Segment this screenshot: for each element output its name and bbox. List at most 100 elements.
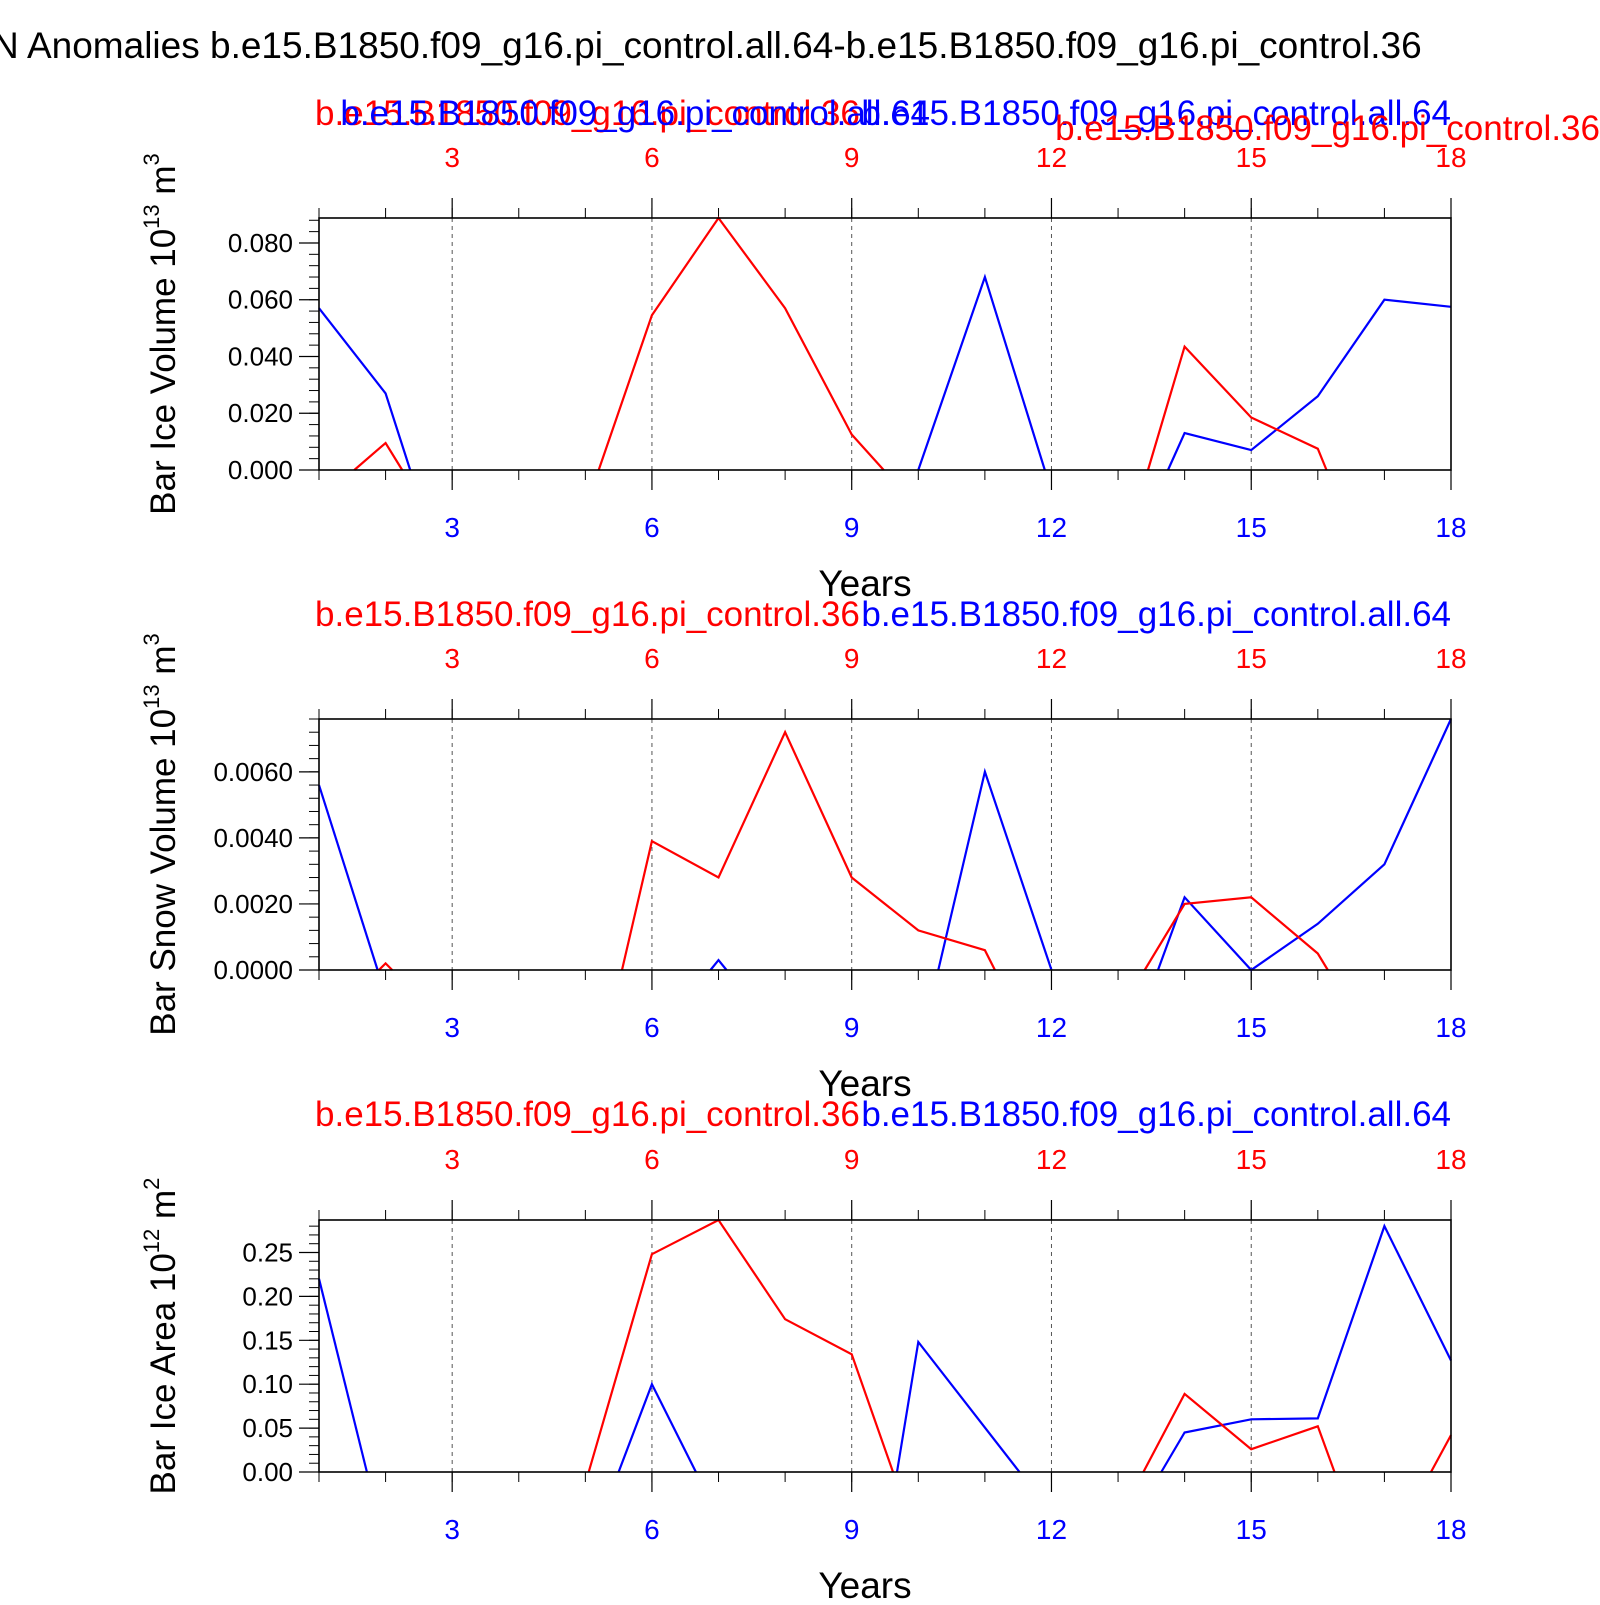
x-tick-label-top: 12 (1036, 643, 1067, 674)
series-line (589, 1220, 893, 1472)
y-tick-label: 0.15 (242, 1325, 293, 1355)
y-axis-title-part: 13 (139, 684, 164, 708)
y-axis-title-text: Bar Ice Volume 1013 m3 (139, 153, 183, 515)
series-line (319, 1279, 367, 1472)
series-run-b (379, 732, 1328, 970)
y-axis-title-part: m (144, 165, 183, 204)
x-tick-label-bottom: 15 (1236, 1012, 1267, 1043)
x-tick-label-bottom: 6 (644, 1514, 660, 1545)
series-line (1148, 347, 1327, 470)
series-line (619, 1384, 696, 1472)
x-tick-label-bottom: 9 (844, 512, 860, 543)
x-tick-label-top: 9 (844, 643, 860, 674)
x-tick-label-top: 12 (1036, 1144, 1067, 1175)
series-line (622, 732, 995, 970)
x-tick-label-top: 6 (644, 1144, 660, 1175)
y-axis-title-part: 3 (139, 633, 164, 645)
y-axis-title-part: 12 (139, 1229, 164, 1253)
y-axis-title-part: m (144, 1190, 183, 1229)
series-run-b (589, 1220, 1451, 1472)
series-run-a (319, 1226, 1451, 1472)
x-tick-label-top: 18 (1435, 1144, 1466, 1175)
x-tick-label-bottom: 9 (844, 1514, 860, 1545)
run-label: b.e15.B1850.f09_g16.pi_control.all.64 (861, 1095, 1451, 1134)
y-tick-label: 0.0020 (213, 889, 293, 919)
series-line (379, 963, 392, 970)
y-axis-title: Bar Ice Volume 1013 m3 (139, 153, 183, 515)
y-tick-label: 0.0060 (213, 757, 293, 787)
y-axis-title-part: Bar Ice Area 10 (144, 1253, 183, 1494)
x-tick-label-top: 3 (444, 142, 460, 173)
x-axis-title: Years (818, 1565, 911, 1600)
x-tick-label-bottom: 9 (844, 1012, 860, 1043)
y-axis-title-part: Bar Snow Volume 10 (144, 709, 183, 1036)
y-tick-label: 0.25 (242, 1237, 293, 1267)
x-tick-label-bottom: 15 (1236, 512, 1267, 543)
run-label: b.e15.B1850.f09_g16.pi_control.all.64 (861, 595, 1451, 634)
y-axis-title-part: m (144, 646, 183, 685)
series-run-a (319, 277, 1451, 470)
y-tick-label: 0.10 (242, 1369, 293, 1399)
y-axis-title-part: Bar Ice Volume 10 (144, 229, 183, 515)
x-tick-label-top: 9 (844, 142, 860, 173)
series-run-b (354, 218, 1326, 470)
y-tick-label: 0.0000 (213, 955, 293, 985)
y-tick-label: 0.040 (228, 341, 293, 371)
x-tick-label-bottom: 6 (644, 512, 660, 543)
x-tick-label-top: 6 (644, 142, 660, 173)
y-axis-title: Bar Snow Volume 1013 m3 (139, 633, 183, 1036)
plot-frame (319, 1220, 1451, 1472)
x-tick-label-bottom: 12 (1036, 1514, 1067, 1545)
x-tick-label-top: 15 (1236, 643, 1267, 674)
series-line (599, 218, 884, 470)
y-tick-label: 0.05 (242, 1413, 293, 1443)
series-line (319, 308, 410, 470)
y-tick-label: 0.0040 (213, 823, 293, 853)
x-tick-label-top: 3 (444, 643, 460, 674)
figure-main-title: N Anomalies b.e15.B1850.f09_g16.pi_contr… (0, 25, 1422, 66)
x-tick-label-bottom: 3 (444, 512, 460, 543)
y-axis-title-part: 13 (139, 204, 164, 228)
y-tick-label: 0.000 (228, 455, 293, 485)
y-tick-label: 0.060 (228, 285, 293, 315)
series-line (918, 277, 1045, 470)
x-tick-label-top: 6 (644, 643, 660, 674)
x-tick-label-bottom: 12 (1036, 1012, 1067, 1043)
series-line (1143, 1394, 1334, 1472)
series-line (1431, 1435, 1451, 1472)
series-line (1158, 719, 1451, 970)
x-tick-label-bottom: 15 (1236, 1514, 1267, 1545)
x-tick-label-bottom: 6 (644, 1012, 660, 1043)
y-axis-title-part: 3 (139, 153, 164, 165)
x-tick-label-bottom: 18 (1435, 512, 1466, 543)
plot-frame (319, 719, 1451, 970)
x-tick-label-bottom: 12 (1036, 512, 1067, 543)
series-line (319, 785, 378, 970)
y-tick-label: 0.080 (228, 228, 293, 258)
y-tick-label: 0.00 (242, 1457, 293, 1487)
x-tick-label-bottom: 3 (444, 1012, 460, 1043)
run-label: b.e15.B1850.f09_g16.pi_control.36 (315, 1095, 860, 1134)
series-line (1161, 1226, 1451, 1472)
series-run-a (319, 719, 1451, 970)
run-label: b.e15.B1850.f09_g16.pi_control.36 (315, 595, 860, 634)
x-tick-label-top: 15 (1236, 1144, 1267, 1175)
x-tick-label-bottom: 3 (444, 1514, 460, 1545)
y-axis-title: Bar Ice Area 1012 m2 (139, 1178, 183, 1495)
run-label: b.e15.B1850.f09_g16.pi_control.all.64 (340, 94, 930, 133)
x-tick-label-bottom: 18 (1435, 1514, 1466, 1545)
x-tick-label-top: 18 (1435, 643, 1466, 674)
panel-snow-volume: 0.0000 0.0020 0.0040 0.0060 3 6 9 12 15 18 3 6 9 12 15… (139, 595, 1467, 1104)
series-line (711, 960, 727, 970)
y-axis-title-text: Bar Ice Area 1012 m2 (139, 1178, 183, 1495)
x-tick-label-top: 9 (844, 1144, 860, 1175)
x-tick-label-bottom: 18 (1435, 1012, 1466, 1043)
x-tick-label-top: 3 (444, 1144, 460, 1175)
y-axis-title-text: Bar Snow Volume 1013 m3 (139, 633, 183, 1036)
run-label: b.e15.B1850.f09_g16.pi_control.36 (1055, 109, 1600, 148)
series-line (897, 1342, 1020, 1472)
